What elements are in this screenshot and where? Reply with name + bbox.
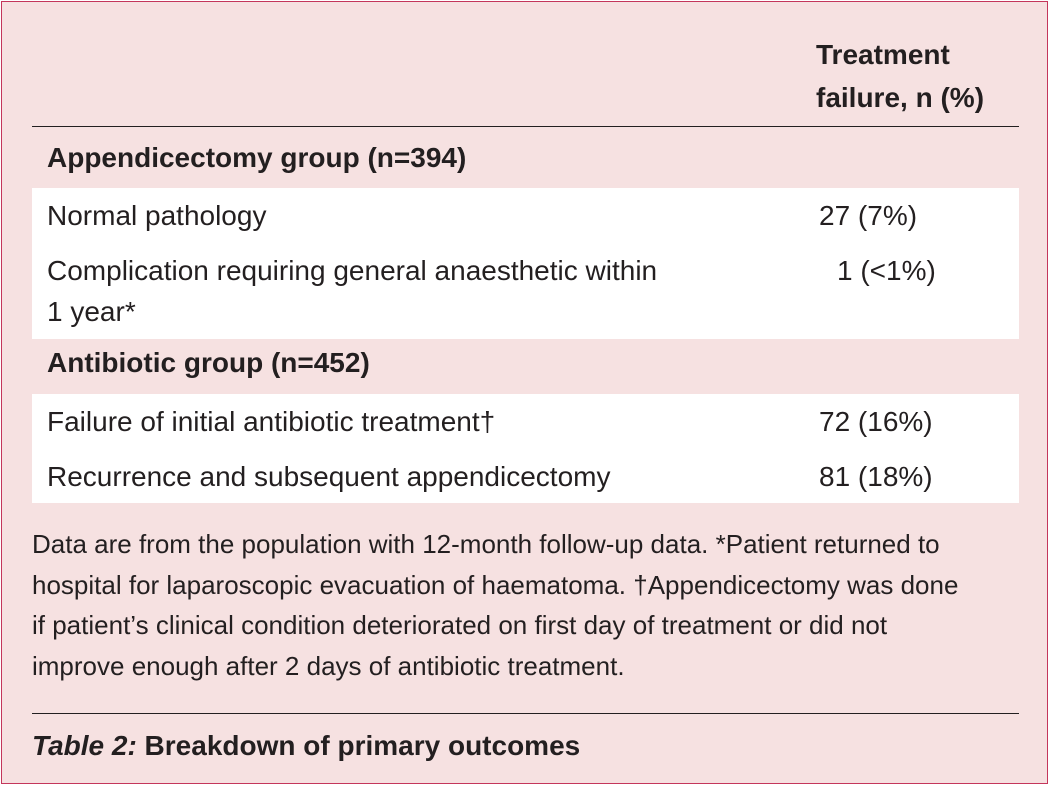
footnote-line-4: improve enough after 2 days of antibioti… xyxy=(32,650,625,681)
antibiotic-rows-block xyxy=(32,394,1019,503)
footnote-line-3: if patient’s clinical condition deterior… xyxy=(32,610,888,640)
caption-title: Breakdown of primary outcomes xyxy=(136,730,581,761)
footnote-line-2: hospital for laparoscopic evacuation of … xyxy=(32,569,959,600)
footnote-line-1: Data are from the population with 12-mon… xyxy=(32,529,940,559)
caption-table-number: Table 2: xyxy=(32,730,137,761)
row-label-normal-pathology: Normal pathology xyxy=(47,200,267,231)
table-footnote: Data are from the population with 12-mon… xyxy=(32,524,1024,686)
row-value-recurrence: 81 (18%) xyxy=(819,461,933,492)
row-label-recurrence: Recurrence and subsequent appendicectomy xyxy=(47,461,611,492)
row-value-initial-failure: 72 (16%) xyxy=(819,406,933,437)
row-label-complication-line-2: 1 year* xyxy=(47,296,136,327)
caption-rule xyxy=(32,713,1019,714)
row-value-complication: 1 (<1%) xyxy=(837,255,936,286)
table-caption: Table 2: Breakdown of primary outcomes xyxy=(32,725,580,767)
group-heading-antibiotic: Antibiotic group (n=452) xyxy=(47,347,370,378)
column-header-line-2: failure, n (%) xyxy=(816,82,985,113)
column-header-treatment-failure: Treatment failure, n (%) xyxy=(816,33,984,119)
row-value-normal-pathology: 27 (7%) xyxy=(819,200,918,231)
group-heading-appendicectomy: Appendicectomy group (n=394) xyxy=(47,142,467,173)
column-header-line-1: Treatment xyxy=(816,39,950,70)
row-label-complication-line-1: Complication requiring general anaesthet… xyxy=(47,255,658,286)
appendicectomy-rows-block xyxy=(32,188,1019,339)
header-rule xyxy=(32,126,1019,127)
row-label-initial-failure: Failure of initial antibiotic treatment† xyxy=(47,406,496,437)
